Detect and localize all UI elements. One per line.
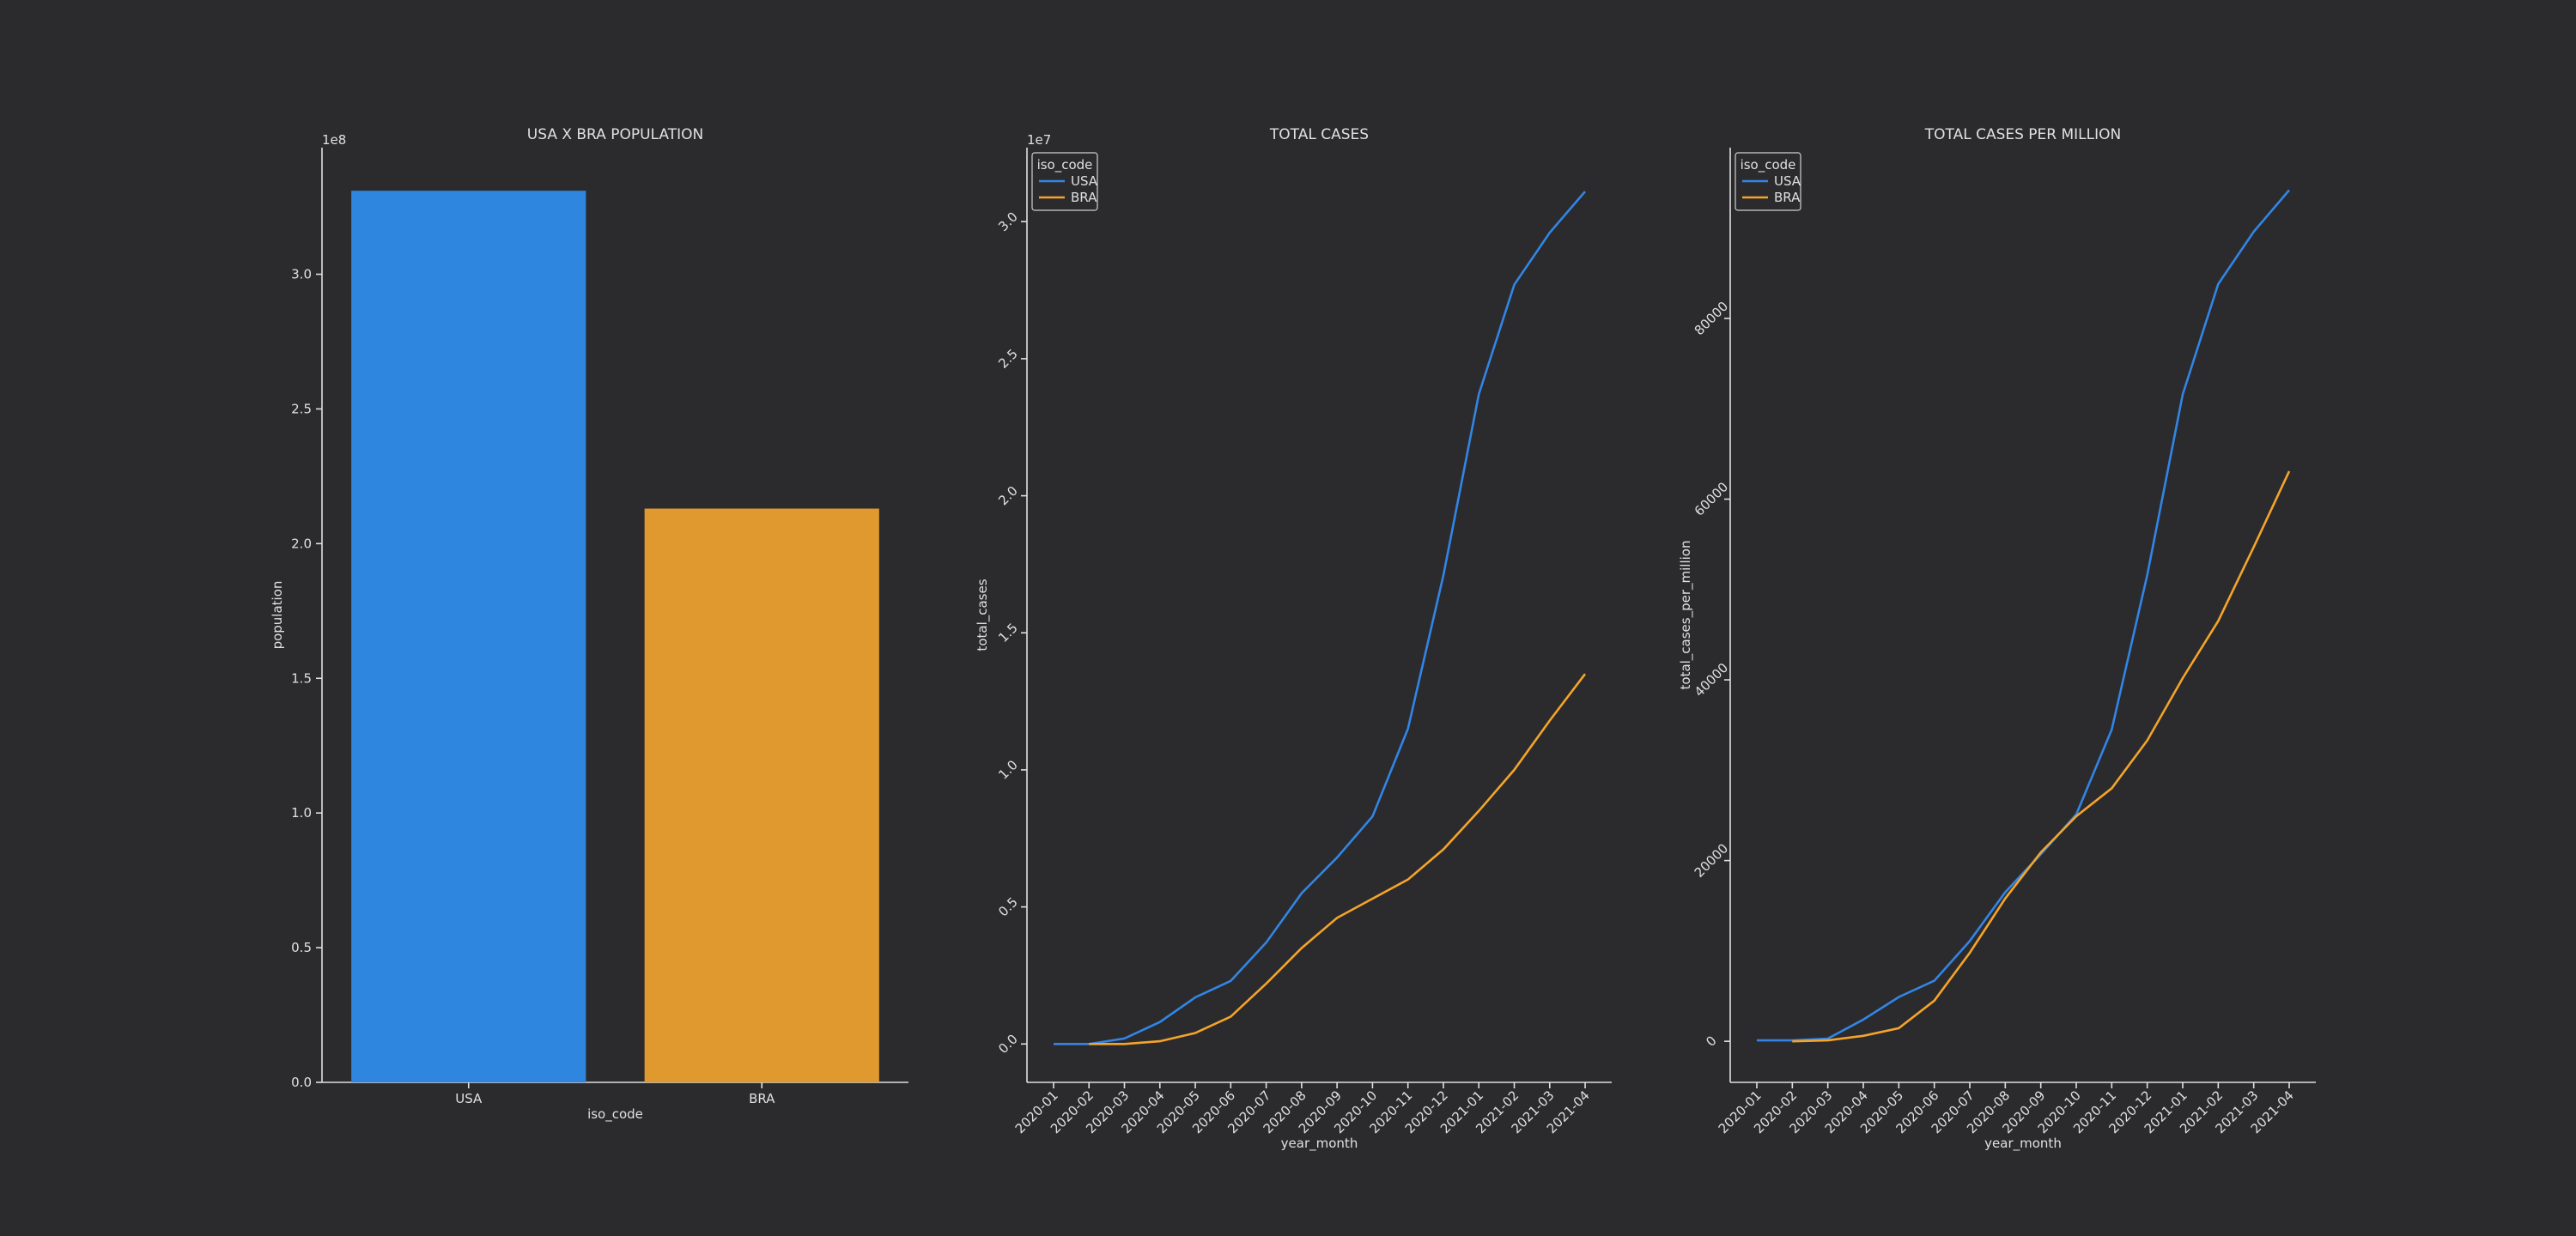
bar: [351, 191, 586, 1082]
x-axis-label: year_month: [1984, 1136, 2062, 1152]
x-tick-label: BRA: [749, 1091, 775, 1106]
offset-text: 1e8: [322, 132, 346, 148]
legend-label: BRA: [1071, 190, 1097, 205]
y-tick-label: 1.0: [291, 805, 312, 821]
y-tick-label: 2.0: [291, 536, 312, 551]
y-tick-label: 3.0: [291, 267, 312, 282]
y-tick-label: 0.0: [291, 1075, 312, 1090]
x-axis-label: year_month: [1281, 1136, 1358, 1152]
y-axis-label: total_cases_per_million: [1678, 541, 1694, 690]
chart-title: USA X BRA POPULATION: [527, 126, 703, 143]
y-tick-label: 2.5: [291, 401, 312, 416]
line-series: [1054, 191, 1586, 1045]
legend-label: BRA: [1774, 190, 1801, 205]
y-axis-label: total_cases: [975, 579, 991, 651]
line-series: [1792, 470, 2291, 1043]
chart-title: TOTAL CASES PER MILLION: [1924, 126, 2122, 143]
y-tick-label: 1.5: [291, 670, 312, 686]
legend-label: USA: [1774, 173, 1801, 189]
x-tick-label: USA: [455, 1091, 483, 1106]
chart-title: TOTAL CASES: [1269, 126, 1369, 143]
line-series: [1089, 673, 1587, 1045]
offset-text: 1e7: [1027, 132, 1051, 148]
line-series: [1757, 189, 2290, 1042]
chart-panel: USA X BRA POPULATION 1e8 0.0 0.5 1.0 1.5 2.0 2.…: [270, 126, 908, 1123]
y-axis-label: population: [270, 581, 285, 650]
x-axis-label: iso_code: [587, 1106, 643, 1123]
bar: [644, 508, 879, 1082]
legend-title: iso_code: [1741, 157, 1796, 173]
y-tick-label: 0.5: [291, 940, 312, 955]
legend-title: iso_code: [1037, 157, 1093, 173]
legend-label: USA: [1071, 173, 1098, 189]
